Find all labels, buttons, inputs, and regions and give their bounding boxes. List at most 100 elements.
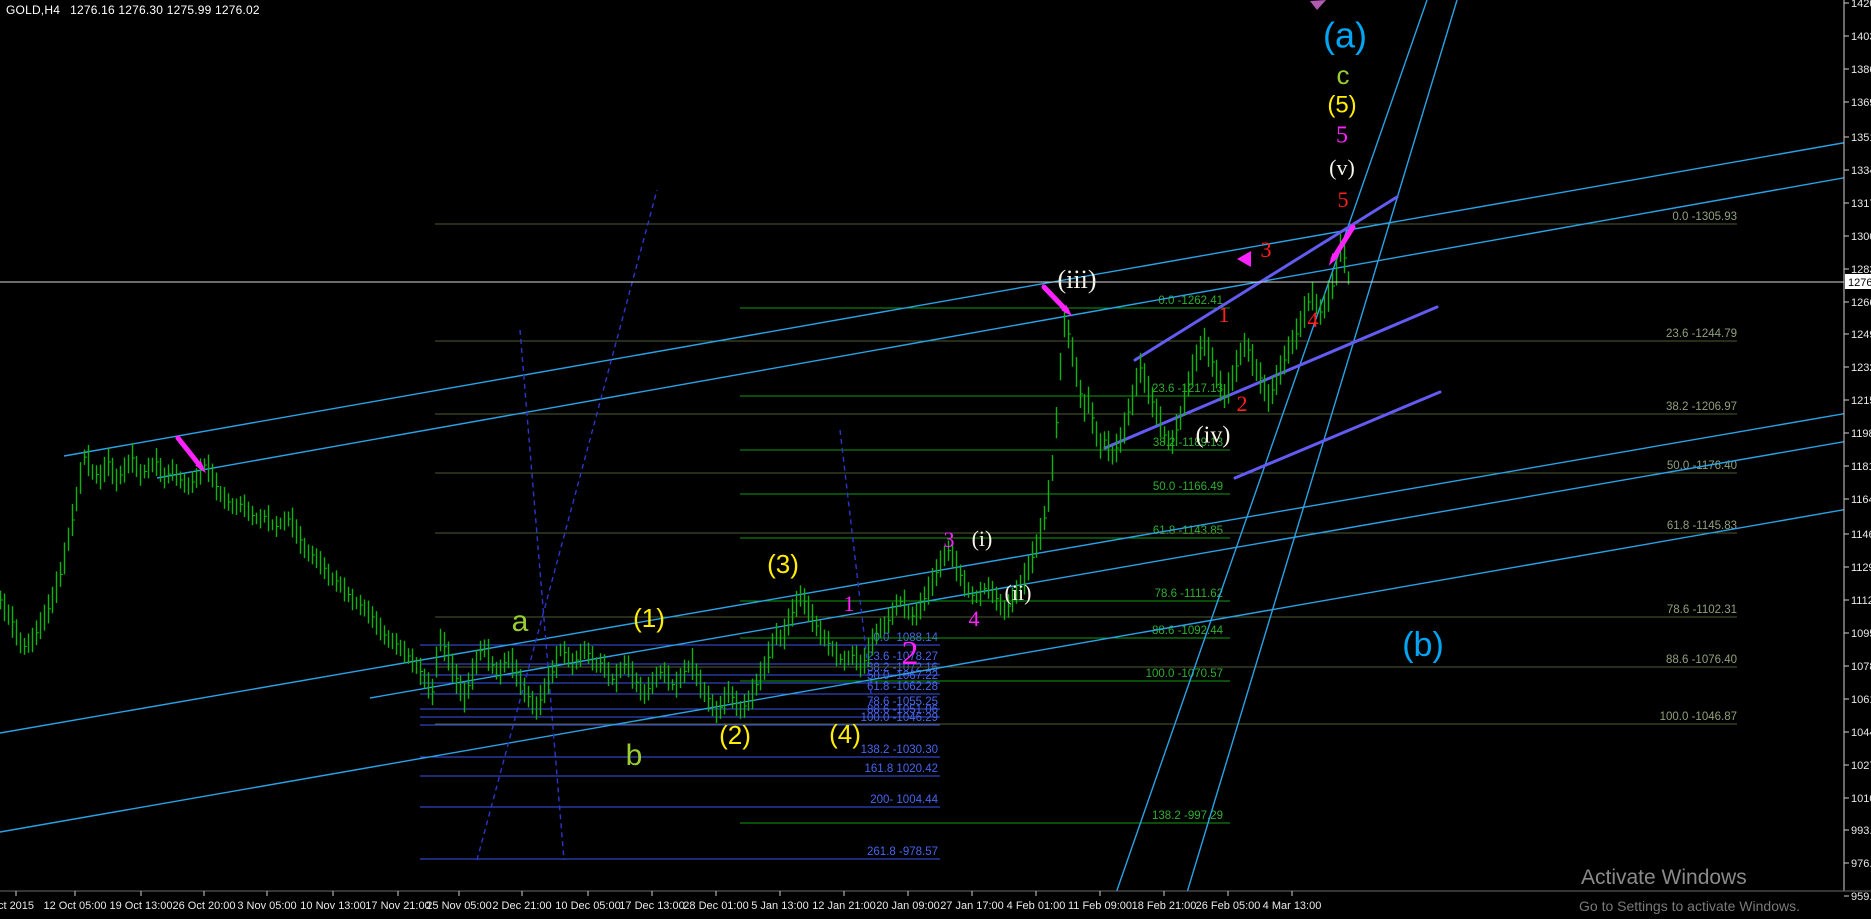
time-label: 19 Oct 13:00 bbox=[110, 900, 173, 912]
fib-green-label: 138.2 -997.29 bbox=[1152, 810, 1223, 822]
price-bars bbox=[0, 234, 1350, 724]
left-arrowhead-icon bbox=[1237, 251, 1251, 267]
trend-arrow bbox=[175, 435, 206, 474]
blue-channel-line[interactable] bbox=[1103, 305, 1439, 450]
dashed-trendline[interactable] bbox=[839, 429, 874, 711]
fib-blue-label: 88.6 -1051.06 bbox=[867, 704, 938, 716]
dashed-trendline[interactable] bbox=[476, 189, 658, 861]
arrow-head-icon bbox=[1061, 305, 1073, 317]
fib-blue-label: 61.8 -1062.28 bbox=[867, 681, 938, 693]
fib-green-label: 88.6 -1092.44 bbox=[1152, 625, 1224, 637]
trend-arrow bbox=[1328, 224, 1356, 266]
wave-label: 5 bbox=[1338, 187, 1349, 212]
price-label: 1078 bbox=[1851, 661, 1871, 673]
wave-label: (iii) bbox=[1058, 265, 1097, 294]
blue-channel-line[interactable] bbox=[1133, 195, 1399, 362]
symbol-timeframe-label: GOLD,H4 bbox=[6, 3, 61, 17]
current-price-tag bbox=[1845, 274, 1871, 289]
fib-green-label: 23.6 -1217.13 bbox=[1152, 383, 1223, 395]
price-axis-bg bbox=[1844, 0, 1871, 919]
activate-windows-watermark: Activate Windows bbox=[1581, 866, 1747, 889]
fib-blue-label: 78.6 -1055.25 bbox=[867, 696, 938, 708]
fib-blue-label: 138.2 -1030.30 bbox=[861, 744, 938, 756]
fib-green[interactable]: 0.0 -1262.41 23.6 -1217.13 38.2 -1189.13 50… bbox=[740, 295, 1230, 824]
cyan-trendline[interactable] bbox=[1179, 0, 1458, 919]
time-axis[interactable]: ct 2015 12 Oct 05:00 19 Oct 13:00 26 Oct 20… bbox=[0, 891, 1321, 912]
wave-label: 3 bbox=[1261, 237, 1272, 262]
wave-label: (a) bbox=[1323, 15, 1367, 56]
time-label: 4 Feb 01:00 bbox=[1007, 900, 1066, 912]
time-label: 3 Nov 05:00 bbox=[237, 900, 296, 912]
wave-label: 4 bbox=[1308, 307, 1319, 332]
wave-label: (1) bbox=[633, 603, 665, 633]
price-label: 1215 bbox=[1851, 395, 1871, 407]
time-label: 11 Feb 09:00 bbox=[1068, 900, 1132, 912]
price-label: 1027 bbox=[1851, 760, 1871, 772]
fib-blue-label: 200- 1004.44 bbox=[870, 794, 938, 806]
fib-blue-label: 161.8 1020.42 bbox=[864, 763, 938, 775]
time-label: 10 Nov 13:00 bbox=[300, 900, 365, 912]
wave-label: c bbox=[1337, 60, 1350, 90]
dashed-trendline[interactable] bbox=[519, 329, 565, 861]
price-label: 1112 bbox=[1851, 595, 1871, 607]
time-axis-bg bbox=[0, 891, 1871, 919]
cyan-trendline[interactable] bbox=[156, 173, 1871, 479]
fib-blue-label: 100.0 -1046.29 bbox=[861, 712, 938, 724]
fib-green-label: 50.0 -1166.49 bbox=[1153, 481, 1223, 493]
time-label: 2 Dec 21:00 bbox=[492, 900, 551, 912]
cyan-trendline[interactable] bbox=[0, 505, 1871, 833]
fib-olive-label: 0.0 -1305.93 bbox=[1672, 211, 1737, 223]
fib-olive-label: 88.6 -1076.40 bbox=[1666, 654, 1737, 666]
fib-olive[interactable]: 0.0 -1305.93 23.6 -1244.79 38.2 -1206.97 50… bbox=[435, 211, 1737, 725]
wave-label: (iv) bbox=[1196, 423, 1231, 449]
time-label: 25 Nov 05:00 bbox=[426, 900, 491, 912]
price-label: 1010 bbox=[1851, 793, 1871, 805]
fib-green-label: 100.0 -1070.57 bbox=[1146, 668, 1223, 680]
current-price-label: 1276 bbox=[1848, 277, 1871, 289]
price-label: 1095 bbox=[1851, 628, 1871, 640]
wave-label: (i) bbox=[972, 526, 993, 551]
blue-channel-line[interactable] bbox=[1233, 390, 1442, 480]
price-label: 993.4 bbox=[1851, 825, 1871, 837]
time-label: 18 Feb 21:00 bbox=[1132, 900, 1197, 912]
wave-label: a bbox=[512, 605, 529, 638]
time-label: 12 Jan 21:00 bbox=[812, 900, 876, 912]
cyan-trendline[interactable] bbox=[0, 409, 1871, 734]
wave-label: 1 bbox=[844, 591, 855, 616]
arrow-head-icon bbox=[1328, 253, 1339, 266]
cyan-trendline[interactable] bbox=[1107, 0, 1428, 919]
wave-label: 4 bbox=[969, 606, 980, 631]
wave-label: 2 bbox=[902, 635, 919, 672]
price-label: 1283 bbox=[1851, 264, 1871, 276]
price-label: 1300 bbox=[1851, 231, 1871, 243]
fib-blue-label: 50.0 -1067.22 bbox=[867, 670, 938, 682]
time-label: 20 Jan 09:00 bbox=[876, 900, 940, 912]
activate-windows-settings-text: Go to Settings to activate Windows. bbox=[1579, 898, 1800, 914]
price-label: 1146 bbox=[1851, 529, 1871, 541]
price-label: 1044 bbox=[1851, 727, 1871, 739]
time-label: 28 Dec 01:00 bbox=[683, 900, 748, 912]
cyan-trendline[interactable] bbox=[63, 138, 1871, 457]
price-label: 1198 bbox=[1851, 428, 1871, 440]
trend-arrow bbox=[1041, 284, 1073, 317]
cyan-trendline[interactable] bbox=[369, 437, 1871, 699]
wave-label: (ii) bbox=[1005, 580, 1032, 605]
price-label: 1369 bbox=[1851, 97, 1871, 109]
time-label: 26 Feb 05:00 bbox=[1196, 900, 1261, 912]
arrow-shaft-icon bbox=[1041, 284, 1070, 314]
fib-green-label: 78.6 -1111.62 bbox=[1155, 588, 1223, 600]
time-label: 4 Mar 13:00 bbox=[1263, 900, 1322, 912]
wave-label: 1 bbox=[1219, 302, 1230, 327]
fib-olive-label: 100.0 -1046.87 bbox=[1660, 711, 1737, 723]
time-label: 12 Oct 05:00 bbox=[44, 900, 107, 912]
price-label: 1386 bbox=[1851, 64, 1871, 76]
fib-blue-label: 23.6 -1078.27 bbox=[867, 651, 938, 663]
wave-label: (v) bbox=[1329, 155, 1355, 180]
